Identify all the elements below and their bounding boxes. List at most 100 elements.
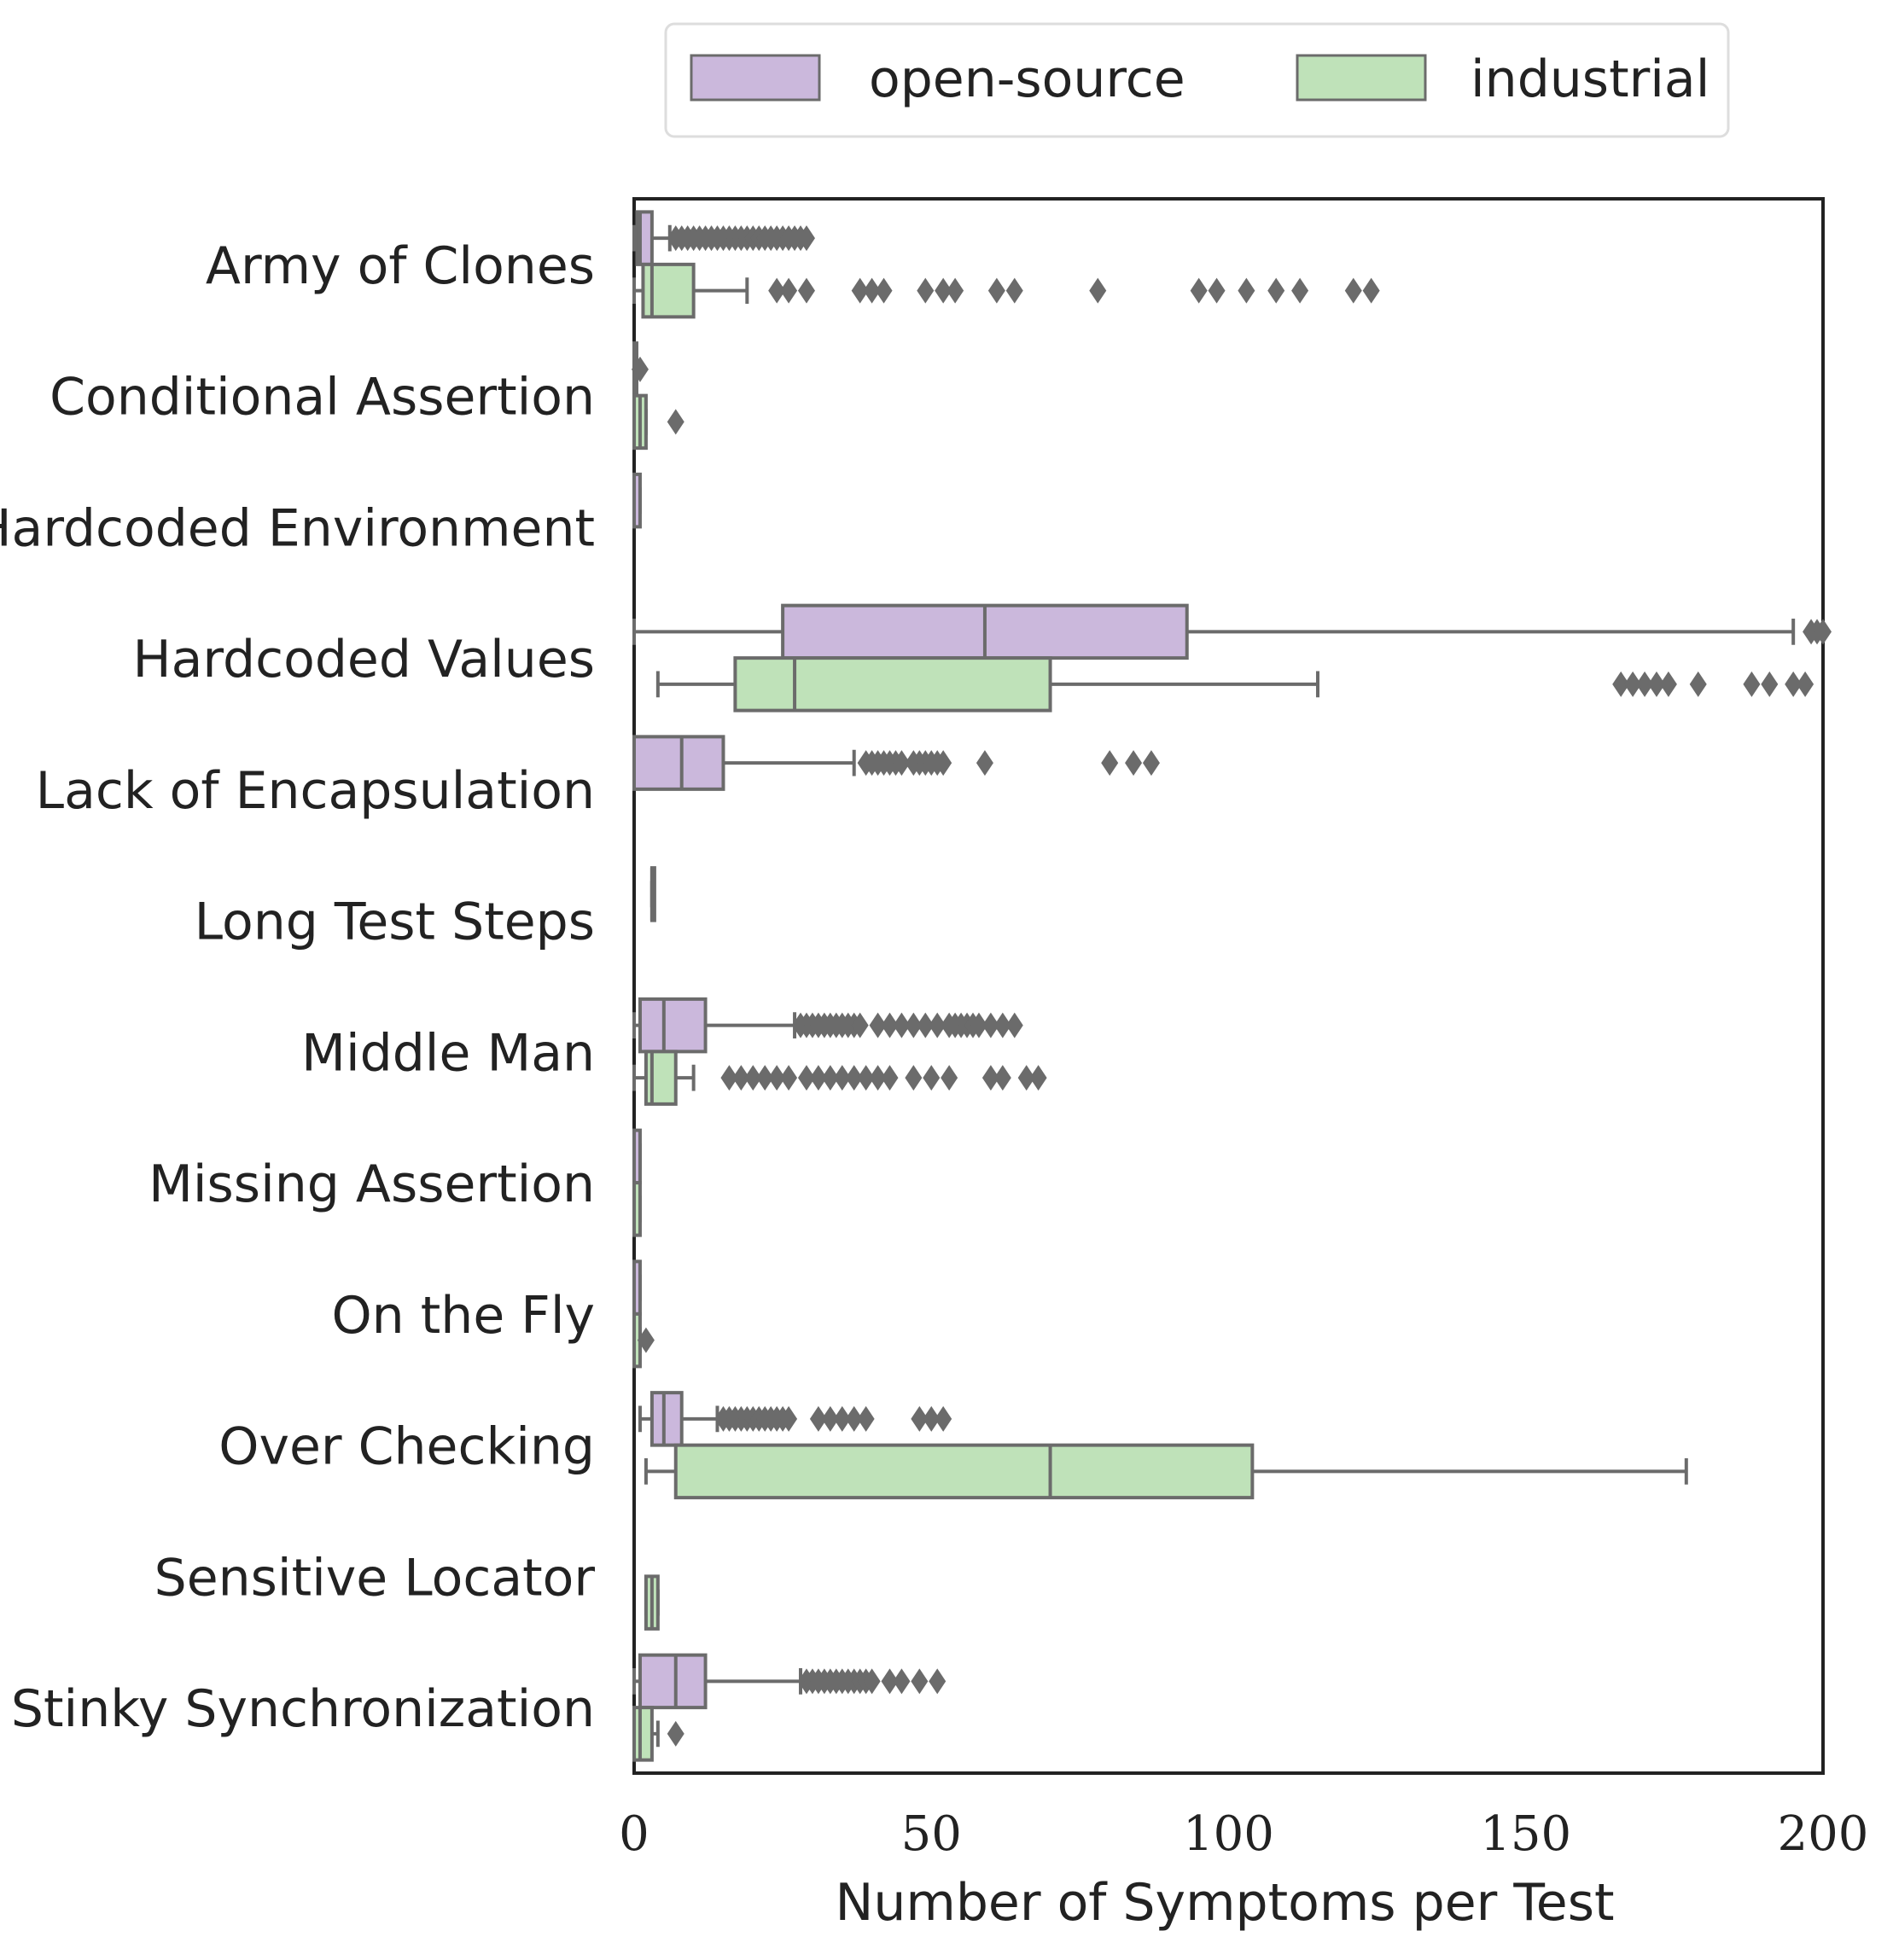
outlier-point [987, 277, 1005, 304]
y-tick-label: Sensitive Locator [154, 1548, 596, 1608]
outlier-point [744, 1065, 762, 1091]
outlier-point [1624, 671, 1642, 697]
outlier-point [851, 277, 869, 304]
box-group-open-source [632, 603, 1832, 660]
legend-frame [664, 22, 1730, 138]
y-tick-label: Army of Clones [206, 236, 595, 296]
outlier-point [1089, 277, 1107, 304]
outlier-point [1647, 671, 1665, 697]
box-iqr [673, 1443, 1255, 1500]
x-axis-ticks: 0 50 100 150 200 [619, 1806, 1868, 1862]
outlier-point [1005, 1012, 1023, 1038]
outlier-point [1125, 750, 1143, 776]
y-tick-label: Missing Assertion [149, 1154, 595, 1214]
box-group-industrial [632, 393, 684, 451]
outlier-point [821, 1405, 839, 1432]
outlier-point [923, 1065, 941, 1091]
outlier-point [911, 1668, 929, 1695]
x-tick-label: 100 [1183, 1806, 1274, 1862]
outlier-point [946, 277, 964, 304]
outlier-point [821, 1065, 839, 1091]
outlier-point [863, 277, 881, 304]
outlier-point [993, 1012, 1011, 1038]
box-group-open-source [632, 1653, 946, 1710]
outlier-point [1291, 277, 1309, 304]
outlier-point [1743, 671, 1761, 697]
outlier-point [863, 1668, 881, 1695]
outlier-point [1017, 1065, 1035, 1091]
outlier-point [768, 277, 786, 304]
outlier-point [881, 1012, 899, 1038]
outlier-point [923, 1405, 941, 1432]
outlier-point [970, 1012, 987, 1038]
x-tick-label: 50 [901, 1806, 962, 1862]
outlier-point [1208, 277, 1226, 304]
outlier-point [797, 277, 815, 304]
box-group-open-source [632, 735, 1160, 791]
y-tick-label: Lack of Encapsulation [36, 761, 595, 821]
legend-label-open-source: open-source [869, 49, 1185, 109]
outlier-point [893, 1668, 911, 1695]
box-group-industrial [632, 1181, 642, 1237]
y-tick-label: On the Fly [331, 1286, 595, 1346]
outlier-point [845, 1405, 863, 1432]
y-tick-label: Over Checking [218, 1417, 595, 1477]
box-iqr [733, 656, 1052, 712]
box-iqr [632, 1706, 654, 1762]
outlier-point [1101, 750, 1119, 776]
outlier-point [929, 1012, 946, 1038]
legend-label-industrial: industrial [1471, 49, 1710, 109]
box-group-industrial [632, 262, 1380, 319]
box-group-open-source [632, 997, 1023, 1054]
outlier-point [881, 1668, 899, 1695]
outlier-point [797, 225, 815, 252]
outlier-point [780, 277, 798, 304]
outlier-point [911, 1405, 929, 1432]
outlier-point [1797, 671, 1814, 697]
outlier-point [720, 1065, 738, 1091]
outlier-point [893, 1012, 911, 1038]
box-iqr [632, 735, 725, 791]
box-group-industrial [632, 1312, 655, 1369]
outlier-point [780, 1405, 798, 1432]
outlier-point [667, 1720, 684, 1747]
outlier-point [1689, 671, 1707, 697]
outlier-point [1344, 277, 1362, 304]
outlier-point [1785, 671, 1803, 697]
outlier-point [869, 1012, 887, 1038]
box-group-industrial [655, 656, 1814, 712]
outlier-point [1005, 277, 1023, 304]
outlier-point [905, 1065, 923, 1091]
box-series [631, 210, 1832, 1762]
outlier-point [732, 1065, 750, 1091]
box-group-open-source [638, 1391, 952, 1447]
box-iqr [638, 997, 708, 1054]
x-tick-label: 150 [1480, 1806, 1571, 1862]
outlier-point [917, 1012, 935, 1038]
y-tick-label: Hardcoded Environment [0, 498, 595, 558]
outlier-point [1238, 277, 1255, 304]
outlier-point [768, 1065, 786, 1091]
y-tick-label: Long Test Steps [195, 893, 595, 952]
plot-area-frame [632, 197, 1825, 1775]
outlier-point [935, 277, 952, 304]
box-group-industrial [644, 1574, 660, 1631]
outlier-point [1029, 1065, 1047, 1091]
outlier-point [809, 1065, 827, 1091]
outlier-point [1362, 277, 1380, 304]
outlier-point [797, 1065, 815, 1091]
outlier-point [857, 1065, 875, 1091]
x-tick-label: 200 [1778, 1806, 1869, 1862]
outlier-point [809, 1405, 827, 1432]
outlier-point [917, 277, 935, 304]
y-tick-label: Middle Man [301, 1023, 595, 1083]
box-group-industrial [644, 1443, 1688, 1500]
outlier-point [833, 1405, 851, 1432]
box-group-industrial [632, 1050, 1047, 1106]
outlier-point [993, 1065, 1011, 1091]
outlier-point [1659, 671, 1677, 697]
outlier-point [1814, 619, 1832, 645]
box-group-open-source [632, 1128, 642, 1185]
outlier-point [929, 1668, 946, 1695]
